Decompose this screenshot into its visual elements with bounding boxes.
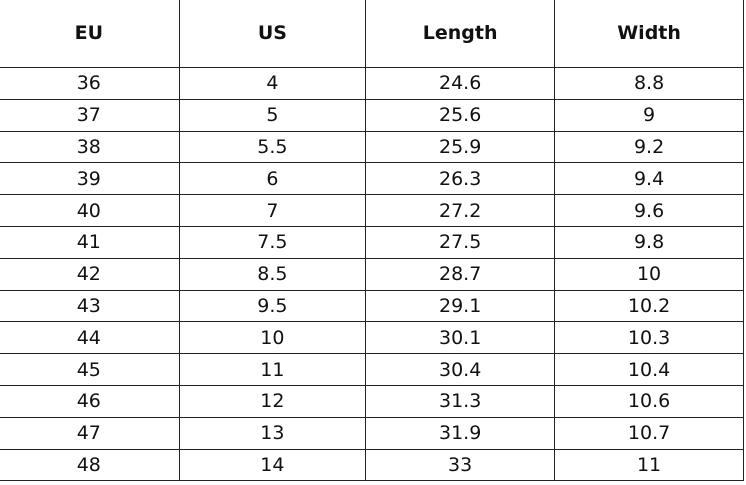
header-us: US [178,0,367,68]
cell-length: 30.4 [365,353,556,386]
cell-us: 8.5 [178,257,367,291]
table-row: 46 12 31.3 10.6 [0,384,744,418]
table-row: 39 6 26.3 9.4 [0,162,744,196]
cell-length: 25.6 [365,98,556,132]
cell-us: 5 [178,98,367,132]
cell-eu: 48 [0,448,180,482]
cell-length: 27.2 [365,194,556,227]
cell-eu: 47 [0,416,180,450]
cell-length: 24.6 [365,67,556,100]
cell-us: 13 [178,416,367,450]
cell-width: 10 [554,257,744,291]
cell-us: 7 [178,194,367,227]
cell-width: 10.2 [554,289,744,323]
table-row: 38 5.5 25.9 9.2 [0,130,744,164]
table-row: 43 9.5 29.1 10.2 [0,289,744,323]
cell-width: 9 [554,98,744,132]
cell-width: 9.6 [554,194,744,227]
cell-width: 10.6 [554,384,744,418]
table-row: 41 7.5 27.5 9.8 [0,225,744,259]
cell-us: 6 [178,162,367,196]
header-row: EU US Length Width [0,0,744,68]
cell-eu: 46 [0,384,180,418]
cell-us: 14 [178,448,367,482]
cell-length: 29.1 [365,289,556,323]
cell-us: 12 [178,384,367,418]
cell-length: 27.5 [365,225,556,259]
cell-length: 33 [365,448,556,482]
cell-us: 5.5 [178,130,367,164]
header-length: Length [365,0,556,68]
cell-width: 10.4 [554,353,744,386]
cell-length: 30.1 [365,321,556,355]
cell-width: 8.8 [554,67,744,100]
cell-length: 26.3 [365,162,556,196]
cell-eu: 36 [0,67,180,100]
cell-us: 9.5 [178,289,367,323]
header-width: Width [554,0,744,68]
cell-eu: 40 [0,194,180,227]
cell-us: 4 [178,67,367,100]
cell-us: 11 [178,353,367,386]
cell-width: 9.8 [554,225,744,259]
table-row: 40 7 27.2 9.6 [0,194,744,227]
cell-eu: 43 [0,289,180,323]
table-row: 47 13 31.9 10.7 [0,416,744,450]
cell-eu: 45 [0,353,180,386]
table-row: 36 4 24.6 8.8 [0,67,744,100]
cell-length: 31.3 [365,384,556,418]
cell-eu: 42 [0,257,180,291]
cell-eu: 44 [0,321,180,355]
cell-eu: 41 [0,225,180,259]
cell-width: 11 [554,448,744,482]
cell-eu: 38 [0,130,180,164]
cell-eu: 39 [0,162,180,196]
cell-length: 31.9 [365,416,556,450]
cell-us: 7.5 [178,225,367,259]
cell-width: 10.3 [554,321,744,355]
cell-length: 25.9 [365,130,556,164]
header-eu: EU [0,0,180,68]
table-row: 44 10 30.1 10.3 [0,321,744,355]
cell-length: 28.7 [365,257,556,291]
cell-us: 10 [178,321,367,355]
table-row: 42 8.5 28.7 10 [0,257,744,291]
cell-width: 9.4 [554,162,744,196]
table-row: 45 11 30.4 10.4 [0,353,744,386]
cell-eu: 37 [0,98,180,132]
cell-width: 9.2 [554,130,744,164]
table-row: 37 5 25.6 9 [0,98,744,132]
cell-width: 10.7 [554,416,744,450]
table-row: 48 14 33 11 [0,448,744,482]
